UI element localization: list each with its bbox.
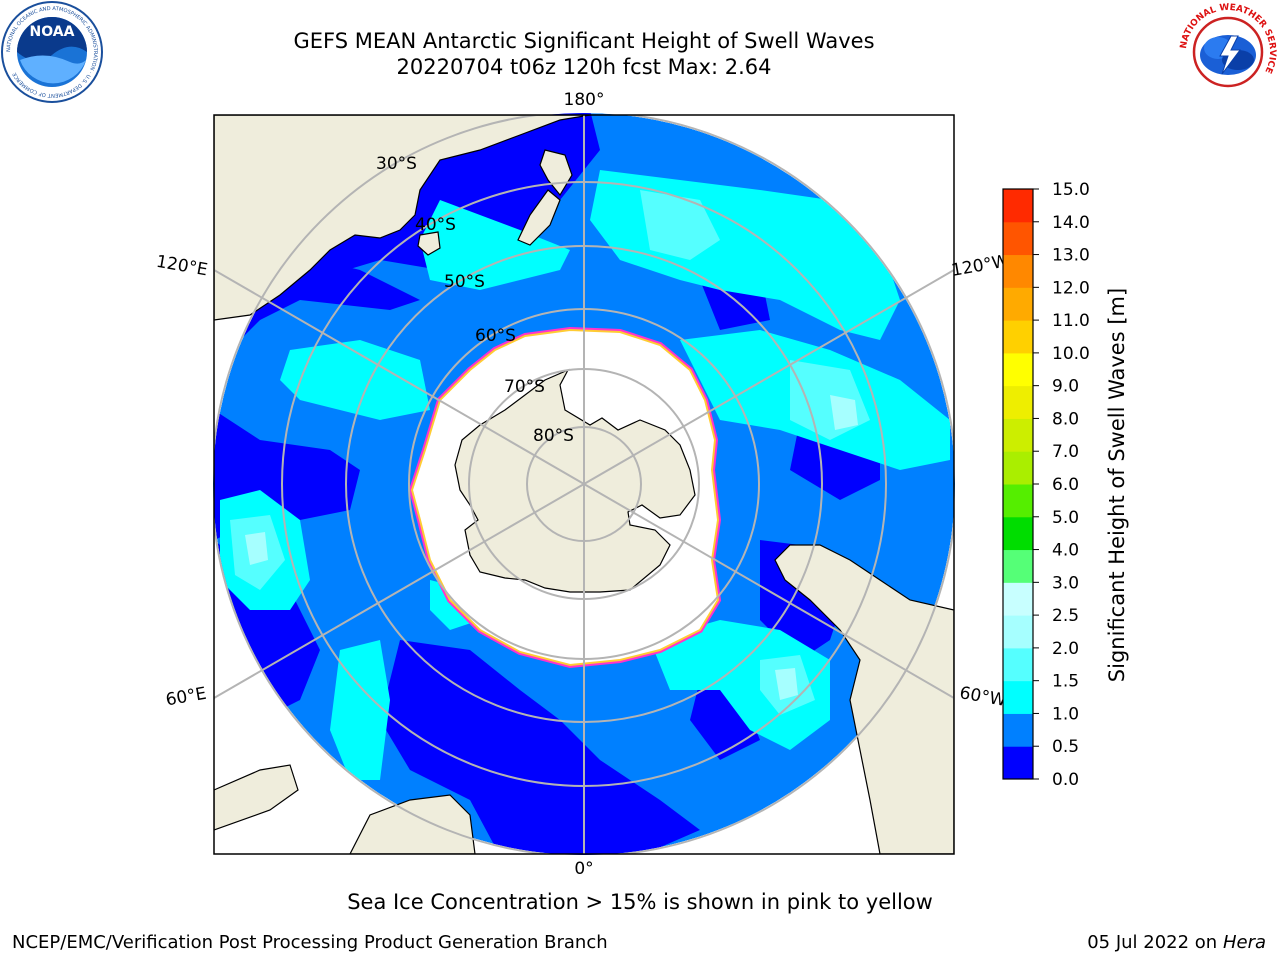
lat-label-50s: 50°S: [444, 272, 485, 292]
colorbar-tick-label: 9.0: [1052, 377, 1079, 397]
colorbar-swatch: [1003, 254, 1033, 288]
swell-high-region: [640, 190, 720, 260]
tasmania-landmass: [417, 231, 441, 256]
lat-label-70s: 70°S: [504, 377, 545, 397]
colorbar-swatch: [1003, 320, 1033, 354]
colorbar-swatch: [1003, 189, 1033, 223]
meridian-label-180: 180°: [564, 90, 605, 110]
colorbar-tick-label: 7.0: [1052, 442, 1079, 462]
colorbar-tick-label: 10.0: [1052, 344, 1090, 364]
footer-host: Hera: [1222, 932, 1266, 953]
footer-date-text: 05 Jul 2022 on: [1087, 932, 1223, 953]
swell-peak-patch: [775, 668, 798, 700]
colorbar: 0.0 0.5 1.0 1.5 2.0 2.5 3.0 4.0 5.0 6.0 7.0 8.0 9.0 1…: [1002, 180, 1090, 790]
meridian-60e-120w: [214, 269, 954, 699]
sea-ice-caption: Sea Ice Concentration > 15% is shown in …: [347, 890, 933, 914]
new-zealand-north-island: [539, 149, 573, 197]
new-zealand-south-island: [517, 189, 561, 246]
footer-date: 05 Jul 2022 on Hera: [1087, 932, 1266, 953]
colorbar-tick-label: 12.0: [1052, 278, 1090, 298]
colorbar-tick-label: 0.0: [1052, 770, 1079, 790]
lat-label-60s: 60°S: [475, 326, 516, 346]
colorbar-tick-label: 2.5: [1052, 606, 1079, 626]
colorbar-label: Significant Height of Swell Waves [m]: [1105, 288, 1129, 682]
nws-logo: NATIONAL WEATHER SERVICE: [1178, 2, 1278, 102]
continents: [214, 115, 954, 854]
colorbar-swatch: [1003, 680, 1033, 714]
swell-peak-patch: [245, 532, 268, 565]
colorbar-tick-label: 6.0: [1052, 475, 1079, 495]
swell-moderate-region: [650, 620, 830, 750]
swell-moderate-region: [280, 340, 430, 420]
colorbar-swatch: [1003, 385, 1033, 419]
colorbar-swatch: [1003, 516, 1033, 551]
antarctica-landmass: [454, 368, 696, 593]
map-subtitle: 20220704 t06z 120h fcst Max: 2.64: [396, 55, 772, 79]
swell-moderate-region: [420, 200, 570, 290]
colorbar-tick-label: 0.5: [1052, 737, 1079, 757]
colorbar-tick-label: 14.0: [1052, 213, 1090, 233]
lat-label-80s: 80°S: [533, 426, 574, 446]
south-america-landmass: [774, 544, 954, 854]
map-frame: [213, 114, 955, 855]
colorbar-swatch: [1003, 647, 1033, 682]
colorbar-swatch: [1003, 418, 1033, 452]
lat-label-30s: 30°S: [376, 154, 417, 174]
meridian-label-60w: 60°W: [958, 683, 1008, 711]
lat-label-40s: 40°S: [415, 215, 456, 235]
colorbar-swatch: [1003, 746, 1033, 780]
colorbar-swatch: [1003, 287, 1033, 321]
colorbar-swatch: [1003, 221, 1033, 256]
colorbar-swatch: [1003, 615, 1033, 649]
colorbar-tick-label: 13.0: [1052, 246, 1090, 266]
colorbar-tick-label: 4.0: [1052, 541, 1079, 561]
colorbar-swatch: [1003, 484, 1033, 518]
madagascar-landmass: [214, 764, 299, 831]
colorbar-swatch: [1003, 713, 1033, 747]
footer-branch: NCEP/EMC/Verification Post Processing Pr…: [12, 932, 608, 953]
latitude-labels: 30°S 40°S 50°S 60°S 70°S 80°S: [376, 154, 574, 446]
colorbar-swatch: [1003, 352, 1033, 387]
colorbar-tick-label: 8.0: [1052, 409, 1079, 429]
swell-peak-patch: [830, 395, 858, 430]
colorbar-swatch: [1003, 451, 1033, 485]
colorbar-swatch: [1003, 549, 1033, 583]
meridian-label-120e: 120°E: [155, 252, 209, 281]
colorbar-swatch: [1003, 582, 1033, 616]
colorbar-tick-label: 3.0: [1052, 573, 1079, 593]
colorbar-tick-label: 15.0: [1052, 180, 1090, 200]
meridian-label-120w: 120°W: [950, 251, 1011, 281]
swell-moderate-region: [330, 640, 390, 780]
africa-landmass: [349, 794, 476, 854]
meridian-label-0: 0°: [574, 859, 593, 879]
colorbar-tick-label: 11.0: [1052, 311, 1090, 331]
noaa-logo-text: NOAA: [30, 24, 75, 40]
meridian-label-60e: 60°E: [164, 684, 208, 711]
graticule: [214, 115, 954, 854]
noaa-logo: NOAA NATIONAL OCEANIC AND ATMOSPHERIC AD…: [1, 1, 103, 103]
map-title: GEFS MEAN Antarctic Significant Height o…: [293, 29, 875, 53]
colorbar-tick-label: 1.5: [1052, 672, 1079, 692]
swell-low-region: [380, 640, 700, 855]
colorbar-tick-label: 2.0: [1052, 639, 1079, 659]
colorbar-tick-label: 5.0: [1052, 508, 1079, 528]
colorbar-tick-label: 1.0: [1052, 704, 1079, 724]
